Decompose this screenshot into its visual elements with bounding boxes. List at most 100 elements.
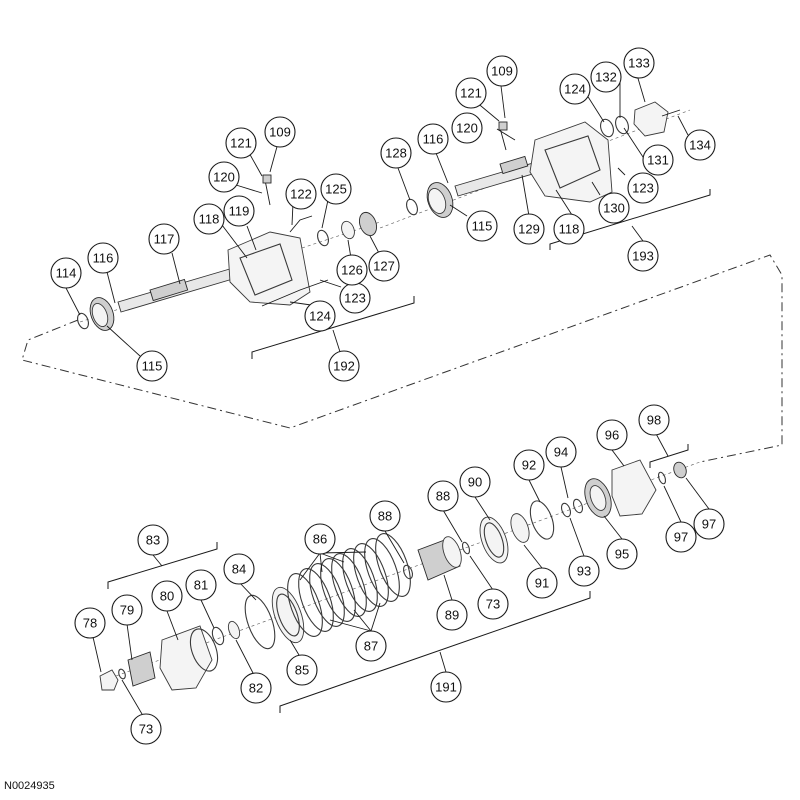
callout-label: 118 [559,222,580,237]
callout: 85 [286,654,318,686]
callout-label: 132 [595,70,617,85]
callout: 120 [208,161,240,193]
callout: 126 [336,254,368,286]
callout: 93 [568,555,600,587]
callout: 193 [627,240,659,272]
callout-label: 73 [139,722,153,737]
callout: 125 [320,173,352,205]
callout-label: 91 [535,576,549,591]
callout-label: 95 [615,547,629,562]
callout: 81 [185,569,217,601]
callout: 98 [638,404,670,436]
callout: 133 [623,47,655,79]
callout: 123 [627,172,659,204]
callout: 118 [193,203,225,235]
front-assembly-192 [65,142,415,359]
callout-label: 121 [230,136,252,151]
callout-label: 78 [83,616,97,631]
callout-label: 117 [154,232,175,247]
callout: 191 [430,671,462,703]
callout-label: 125 [325,182,347,197]
callout-label: 79 [120,603,134,618]
callout: 115 [136,350,168,382]
callout-label: 116 [93,251,114,266]
callout: 122 [285,178,317,210]
callout: 132 [590,61,622,93]
callout-label: 122 [290,187,312,202]
callout: 114 [50,257,82,289]
callout-label: 80 [160,589,174,604]
callout: 91 [526,567,558,599]
callout-label: 126 [341,263,363,278]
callout: 118 [553,213,585,245]
callout-label: 97 [702,517,716,532]
callout: 129 [513,213,545,245]
callout: 131 [642,144,674,176]
callout: 124 [304,300,336,332]
drawing-id-label: N0024935 [4,780,55,792]
callout: 130 [598,192,630,224]
callout: 115 [466,210,498,242]
callout-label: 109 [269,125,291,140]
callout-label: 134 [689,138,711,153]
callout-label: 97 [674,530,688,545]
callout: 88 [369,500,401,532]
callout-label: 89 [445,608,459,623]
callout-label: 130 [603,201,625,216]
callout: 80 [151,580,183,612]
callout: 97 [693,508,725,540]
callout-label: 192 [333,359,355,374]
assembly-path-line [21,254,783,463]
callout-label: 120 [213,170,235,185]
callout: 83 [137,524,169,556]
callout: 128 [380,137,412,169]
callout: 134 [684,129,716,161]
callout-label: 87 [364,639,378,654]
callout: 73 [130,713,162,745]
callout: 121 [455,77,487,109]
callout-label: 116 [423,132,444,147]
callout: 73 [477,588,509,620]
callout: 97 [665,521,697,553]
callout-label: 98 [647,413,661,428]
callout: 116 [417,123,449,155]
callout-label: 88 [436,489,450,504]
callout-label: 120 [456,121,478,136]
lower-assembly-191 [92,429,710,715]
callout-label: 88 [378,509,392,524]
rear-assembly-193 [379,74,711,250]
callout: 121 [225,127,257,159]
callout: 92 [513,449,545,481]
callout: 109 [264,116,296,148]
callout: 78 [74,607,106,639]
callout-label: 118 [199,212,220,227]
callout-label: 127 [373,259,395,274]
callout-label: 124 [309,309,331,324]
callout: 88 [427,480,459,512]
callout-label: 84 [232,562,246,577]
callout: 95 [606,538,638,570]
callout: 79 [111,594,143,626]
callout-label: 114 [56,266,77,281]
callout-label: 82 [249,681,263,696]
callout-label: 119 [229,204,250,219]
callout-label: 92 [522,458,536,473]
callout: 82 [240,672,272,704]
callout-label: 93 [577,564,591,579]
callout-label: 96 [605,428,619,443]
callout-label: 115 [472,219,493,234]
callout: 123 [339,282,371,314]
callout: 127 [368,250,400,282]
callout-label: 133 [628,56,650,71]
callout: 94 [545,436,577,468]
callout-label: 81 [194,578,208,593]
callout-label: 115 [142,359,163,374]
callout-label: 124 [564,82,586,97]
callout-label: 109 [491,64,513,79]
callout-label: 94 [554,445,568,460]
callout: 117 [148,223,180,255]
callout: 120 [451,112,483,144]
callout-label: 121 [460,86,482,101]
